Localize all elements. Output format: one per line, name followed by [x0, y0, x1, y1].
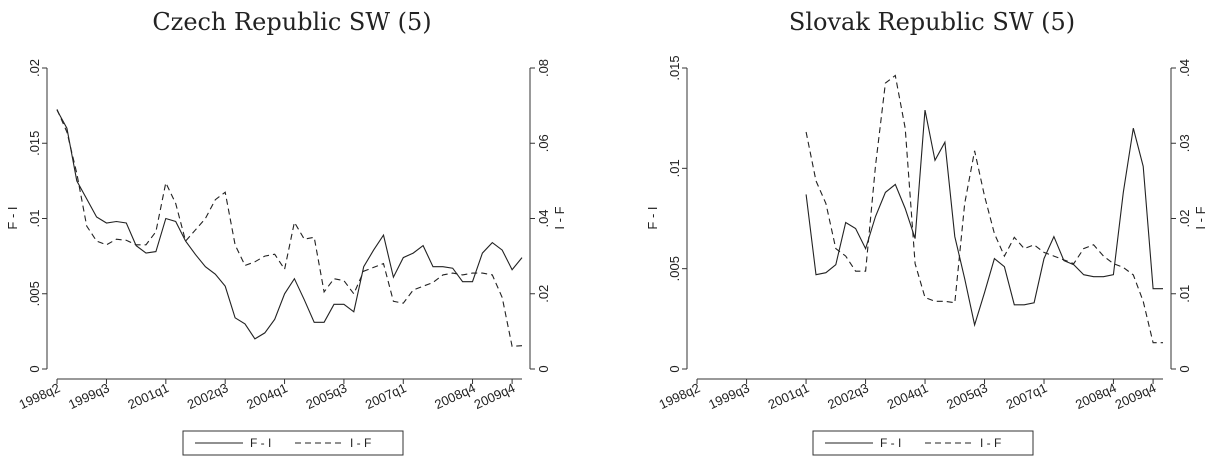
chart2-x-tick-label: 2009q4	[1113, 380, 1159, 412]
chart2-title: Slovak Republic SW (5)	[789, 8, 1075, 36]
chart2-right-axis-label: I - F	[1193, 206, 1205, 229]
chart2-right-tick-label: .02	[1177, 209, 1192, 227]
chart2-legend-label-i-f: I - F	[980, 436, 1001, 450]
chart1-x-tick-label: 2001q1	[125, 380, 171, 412]
chart1-legend-label-f-i: F - I	[250, 436, 271, 450]
chart1-series-f-i-line	[56, 109, 523, 340]
chart1-x-tick-label: 1999q3	[66, 380, 112, 412]
chart2-x-tick-label: 2004q1	[885, 380, 931, 412]
chart1-legend-label-i-f: I - F	[350, 436, 371, 450]
chart2-legend-label-f-i: F - I	[880, 436, 901, 450]
chart2-left-tick-label: .005	[667, 256, 682, 281]
chart2-right-tick-label: .03	[1177, 134, 1192, 152]
chart1-left-tick-label: .02	[27, 59, 42, 77]
chart2-x-tick-label: 2001q1	[766, 380, 812, 412]
chart2-right-tick-label: .01	[1177, 285, 1192, 303]
chart1-right-tick-label: .08	[536, 59, 551, 77]
chart1-series-i-f-line	[56, 109, 523, 347]
chart1-right-tick-label: 0	[536, 365, 551, 372]
chart1-right-tick-label: .04	[536, 209, 551, 227]
chart2-x-tick-label: 2005q3	[944, 380, 990, 412]
chart1-right-tick-label: .06	[536, 134, 551, 152]
chart1-x-tick-label: 2004q1	[244, 380, 290, 412]
chart1-x-tick-label: 2009q4	[472, 380, 518, 412]
chart2-left-tick-label: .01	[667, 159, 682, 177]
chart1-left-axis-label: F - I	[5, 206, 20, 229]
chart1-x-tick-label: 2008q4	[432, 380, 478, 412]
chart2-x-tick-label: 2002q3	[825, 380, 871, 412]
chart1-x-tick-label: 2005q3	[304, 380, 350, 412]
chart2-right-tick-label: 0	[1177, 365, 1192, 372]
chart2-left-tick-label: .015	[667, 55, 682, 80]
chart2-x-tick-label: 1998q2	[657, 380, 703, 412]
chart1-right-axis-label: I - F	[552, 206, 567, 229]
chart2-x-tick-label: 2007q1	[1004, 380, 1050, 412]
chart2-x-tick-label: 1999q3	[706, 380, 752, 412]
chart1-left-tick-label: .015	[27, 131, 42, 156]
chart2-x-tick-label: 2008q4	[1073, 380, 1119, 412]
chart1-x-tick-label: 2002q3	[185, 380, 231, 412]
chart1-left-tick-label: .005	[27, 281, 42, 306]
chart1-x-tick-label: 1998q2	[17, 380, 63, 412]
chart2-right-tick-label: .04	[1177, 59, 1192, 77]
chart2-series-i-f-line	[805, 74, 1163, 344]
chart1-left-tick-label: 0	[27, 365, 42, 372]
chart1-x-tick-label: 2007q1	[363, 380, 409, 412]
chart1-title: Czech Republic SW (5)	[152, 8, 431, 36]
chart1-left-tick-label: .01	[27, 209, 42, 227]
chart1-right-tick-label: .02	[536, 285, 551, 303]
chart2-series-f-i-line	[805, 109, 1163, 328]
chart2-left-axis-label: F - I	[645, 206, 660, 229]
chart2-left-tick-label: 0	[667, 365, 682, 372]
